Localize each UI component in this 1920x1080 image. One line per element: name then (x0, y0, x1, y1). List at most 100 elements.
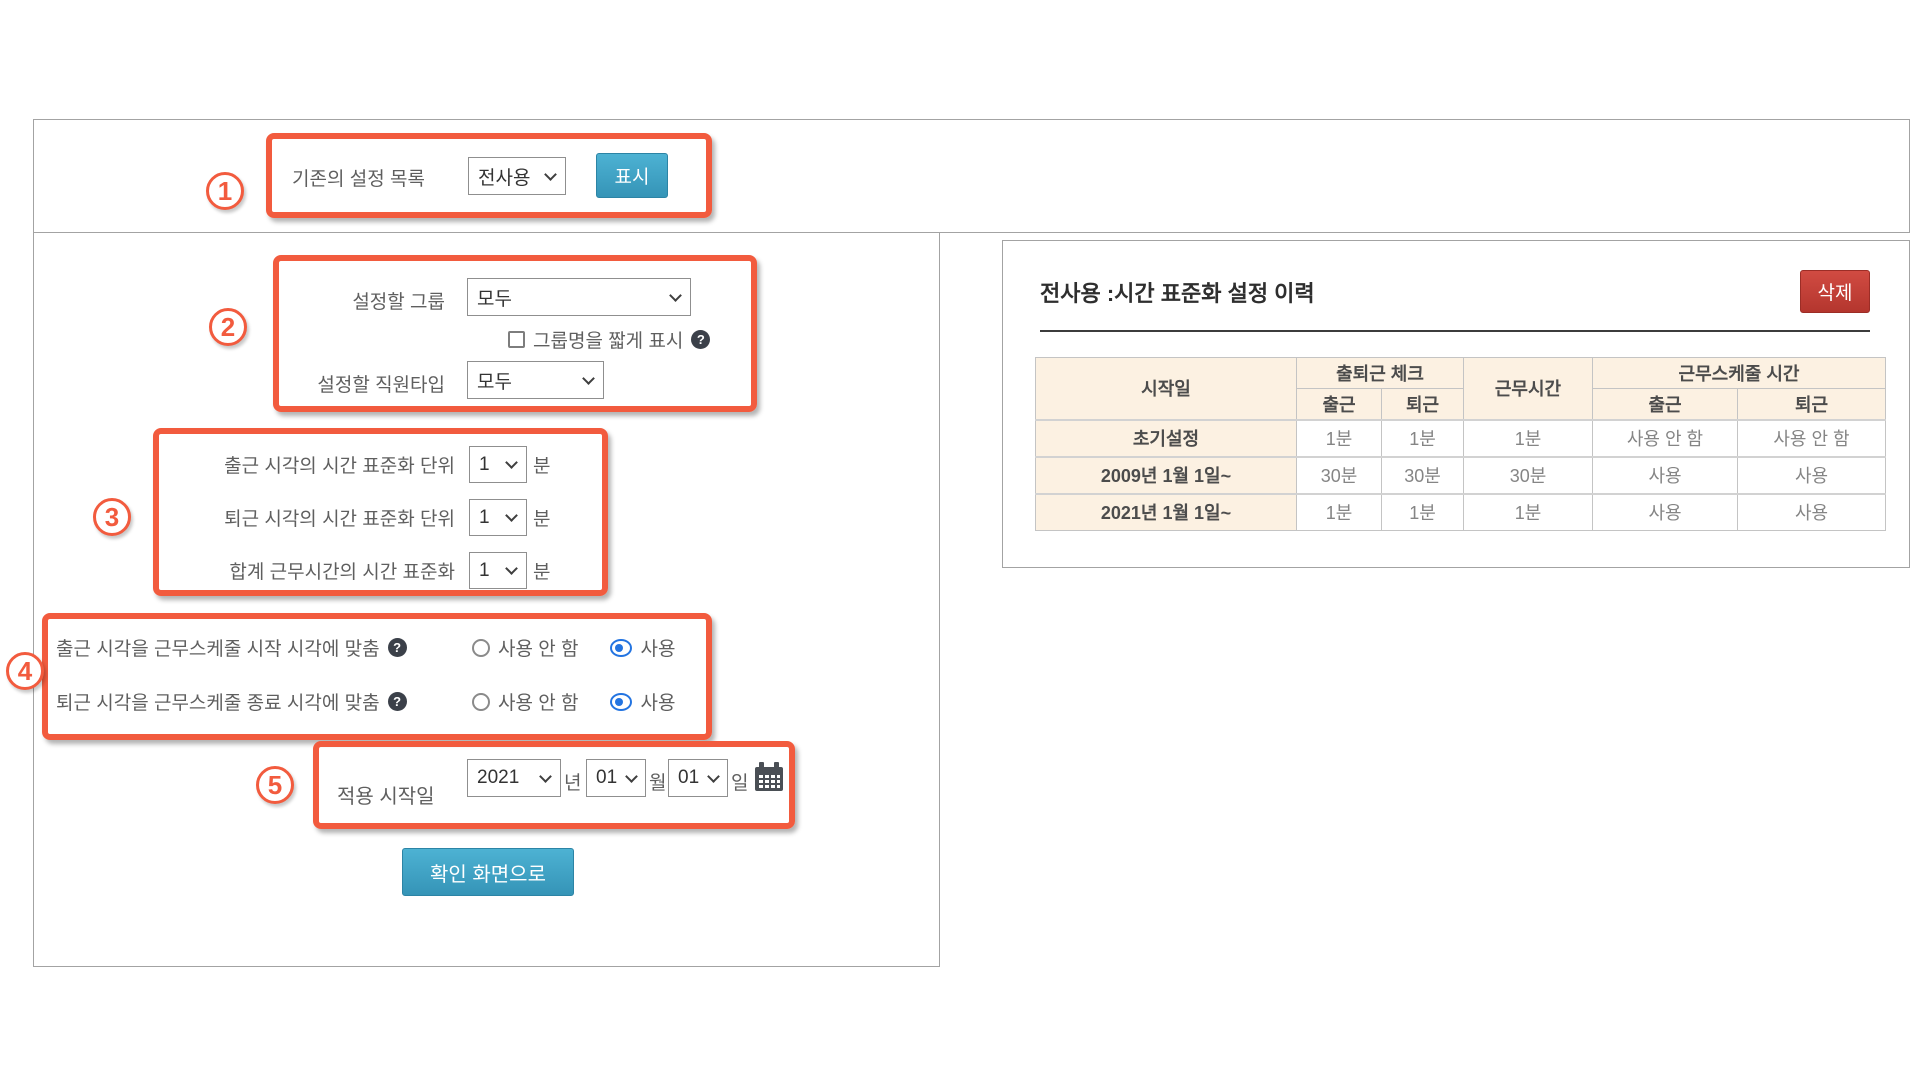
snap-radio-group: 사용 안 함 사용 (472, 634, 675, 661)
chevron-down-icon (544, 167, 557, 181)
year-select[interactable]: 2021 (467, 759, 561, 797)
rounding-select[interactable]: 1 (469, 552, 527, 589)
cell: 1분 (1381, 492, 1464, 531)
chevron-down-icon (505, 562, 518, 575)
col-sched-in: 출근 (1592, 388, 1738, 420)
title-divider (1040, 330, 1870, 332)
chevron-down-icon (539, 769, 552, 783)
short-name-checkbox[interactable] (508, 331, 525, 348)
year-select-value: 2021 (477, 767, 520, 788)
preset-select-value: 전사용 (478, 167, 531, 189)
rounding-unit: 분 (533, 456, 551, 477)
cell: 1분 (1463, 418, 1593, 457)
day-select[interactable]: 01 (668, 759, 728, 797)
group-select[interactable]: 모두 (467, 278, 691, 316)
chevron-down-icon (707, 769, 721, 783)
annotation-circle-1: 1 (206, 172, 244, 210)
month-select[interactable]: 01 (586, 759, 646, 797)
apply-date-label: 적용 시작일 (337, 786, 435, 808)
cell: 1분 (1463, 492, 1593, 531)
col-start-date: 시작일 (1035, 357, 1297, 420)
col-check-out: 퇴근 (1381, 388, 1464, 420)
cell: 1분 (1381, 418, 1464, 457)
chevron-down-icon (505, 456, 518, 469)
cell: 사용 (1736, 492, 1887, 531)
help-icon[interactable]: ? (387, 692, 407, 711)
cell: 30분 (1381, 455, 1464, 494)
snap-label: 출근 시각을 근무스케줄 시작 시각에 맞춤 (56, 639, 380, 660)
radio-option-on[interactable]: 사용 (610, 688, 675, 715)
chevron-down-icon (625, 769, 639, 783)
chevron-down-icon (669, 288, 682, 302)
cell-start: 초기설정 (1035, 418, 1297, 457)
help-icon[interactable]: ? (387, 638, 407, 657)
delete-button[interactable]: 삭제 (1800, 270, 1870, 313)
cell-start: 2009년 1월 1일~ (1035, 455, 1297, 494)
radio-option-off[interactable]: 사용 안 함 (472, 688, 578, 715)
show-button[interactable]: 표시 (596, 153, 668, 198)
confirm-screen-button[interactable]: 확인 화면으로 (402, 848, 574, 896)
col-sched-out: 퇴근 (1736, 388, 1887, 420)
rounding-label: 출근 시각의 시간 표준화 단위 (224, 456, 455, 477)
cell: 사용 (1736, 455, 1887, 494)
radio-unselected-icon[interactable] (472, 638, 490, 657)
radio-unselected-icon[interactable] (472, 692, 490, 711)
table-row: 초기설정 1분 1분 1분 사용 안 함 사용 안 함 (1035, 418, 1887, 457)
table-row: 2021년 1월 1일~ 1분 1분 1분 사용 사용 (1035, 492, 1887, 531)
help-icon[interactable]: ? (691, 330, 711, 349)
cell: 사용 안 함 (1736, 418, 1887, 457)
day-unit: 일 (731, 773, 749, 794)
col-schedule-group: 근무스케줄 시간 (1591, 357, 1887, 389)
history-table: 시작일 출퇴근 체크 근무시간 근무스케줄 시간 출근 퇴근 출근 퇴근 초기설… (1035, 357, 1887, 531)
history-title: 전사용 :시간 표준화 설정 이력 (1040, 281, 1315, 306)
preset-list-label: 기존의 설정 목록 (292, 169, 425, 190)
radio-on-label: 사용 (640, 639, 676, 660)
employee-type-select-value: 모두 (477, 371, 512, 393)
annotation-circle-4: 4 (6, 652, 44, 690)
cell: 30분 (1463, 455, 1593, 494)
rounding-select[interactable]: 1 (469, 499, 527, 536)
cell: 사용 (1592, 492, 1738, 531)
snap-row-label: 출근 시각을 근무스케줄 시작 시각에 맞춤 ? (56, 634, 407, 661)
settings-panel (33, 232, 940, 967)
rounding-row: 합계 근무시간의 시간 표준화 1 분 (165, 552, 550, 589)
cell: 1분 (1296, 418, 1382, 457)
radio-option-on[interactable]: 사용 (610, 634, 675, 661)
radio-selected-icon[interactable] (610, 638, 633, 657)
snap-label: 퇴근 시각을 근무스케줄 종료 시각에 맞춤 (56, 693, 380, 714)
employee-type-select[interactable]: 모두 (467, 361, 604, 399)
annotation-circle-3: 3 (93, 498, 131, 536)
employee-type-label: 설정할 직원타입 (317, 375, 445, 396)
cell-start: 2021년 1월 1일~ (1035, 492, 1297, 531)
cell: 1분 (1296, 492, 1382, 531)
year-unit: 년 (564, 773, 582, 794)
radio-off-label: 사용 안 함 (498, 693, 579, 714)
rounding-select[interactable]: 1 (469, 446, 527, 483)
preset-select[interactable]: 전사용 (468, 157, 566, 195)
radio-on-label: 사용 (640, 693, 676, 714)
radio-selected-icon[interactable] (610, 692, 633, 711)
radio-off-label: 사용 안 함 (498, 639, 579, 660)
short-name-label: 그룹명을 짧게 표시 (533, 331, 684, 352)
snap-row-label: 퇴근 시각을 근무스케줄 종료 시각에 맞춤 ? (56, 688, 407, 715)
rounding-select-value: 1 (479, 559, 490, 581)
cell: 사용 안 함 (1592, 418, 1738, 457)
calendar-icon[interactable] (752, 760, 786, 799)
rounding-select-value: 1 (479, 506, 490, 528)
group-label: 설정할 그룹 (352, 292, 445, 313)
col-check-in: 출근 (1296, 388, 1382, 420)
rounding-label: 합계 근무시간의 시간 표준화 (229, 562, 455, 583)
chevron-down-icon (582, 371, 595, 385)
radio-option-off[interactable]: 사용 안 함 (472, 634, 578, 661)
month-select-value: 01 (596, 767, 618, 788)
rounding-row: 출근 시각의 시간 표준화 단위 1 분 (165, 446, 550, 483)
cell: 사용 (1592, 455, 1738, 494)
cell: 30분 (1296, 455, 1382, 494)
rounding-label: 퇴근 시각의 시간 표준화 단위 (224, 509, 455, 530)
annotation-circle-5: 5 (256, 766, 294, 804)
rounding-unit: 분 (533, 562, 551, 583)
rounding-unit: 분 (533, 509, 551, 530)
chevron-down-icon (505, 509, 518, 522)
group-select-value: 모두 (477, 288, 512, 310)
